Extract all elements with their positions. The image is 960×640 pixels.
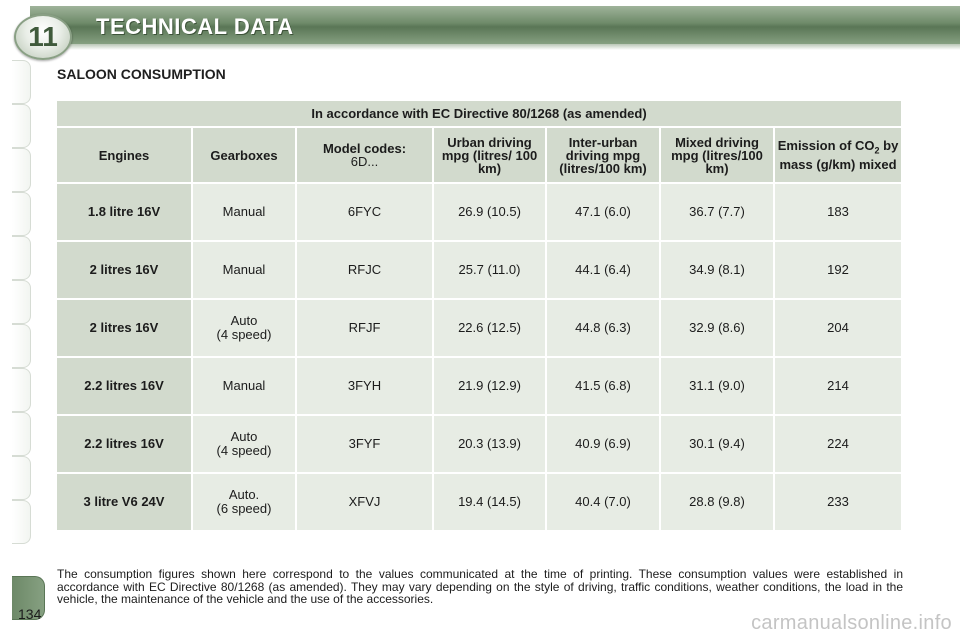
chapter-tab[interactable] — [12, 456, 31, 500]
cell-mixed: 28.8 (9.8) — [661, 474, 773, 530]
cell-model-code: RFJC — [297, 242, 432, 298]
header-model-codes-label: Model codes: — [322, 141, 407, 156]
cell-gearbox-line2: (4 speed) — [216, 327, 272, 342]
header-band — [30, 6, 960, 44]
cell-model-code: 3FYF — [297, 416, 432, 472]
cell-inter-urban: 40.9 (6.9) — [547, 416, 659, 472]
header-mixed: Mixed driving mpg (litres/100 km) — [661, 128, 773, 182]
cell-inter-urban: 41.5 (6.8) — [547, 358, 659, 414]
header-model-codes: Model codes: 6D... — [297, 128, 432, 182]
cell-gearbox: Auto. (6 speed) — [193, 474, 295, 530]
cell-gearbox-line1: Auto. — [228, 487, 260, 502]
consumption-table-wrapper: In accordance with EC Directive 80/1268 … — [57, 99, 903, 532]
cell-model-code: RFJF — [297, 300, 432, 356]
header-emission-label-a: Emission of CO — [777, 138, 875, 154]
cell-gearbox: Auto (4 speed) — [193, 416, 295, 472]
cell-mixed: 34.9 (8.1) — [661, 242, 773, 298]
cell-inter-urban: 44.8 (6.3) — [547, 300, 659, 356]
cell-gearbox-line1: Auto — [230, 313, 258, 328]
cell-engine: 2 litres 16V — [57, 242, 191, 298]
chapter-tab[interactable] — [12, 104, 31, 148]
cell-mixed: 36.7 (7.7) — [661, 184, 773, 240]
cell-gearbox: Manual — [193, 358, 295, 414]
cell-gearbox-line1: Manual — [222, 378, 266, 393]
table-row: 2 litres 16V Manual RFJC 25.7 (11.0) 44.… — [57, 242, 902, 298]
header-emission-label-b: by mass (g/km) mixed — [779, 138, 899, 172]
chapter-title: TECHNICAL DATA — [96, 14, 294, 39]
consumption-table: In accordance with EC Directive 80/1268 … — [55, 99, 903, 532]
chapter-tab[interactable] — [12, 192, 31, 236]
cell-mixed: 30.1 (9.4) — [661, 416, 773, 472]
cell-engine: 2.2 litres 16V — [57, 416, 191, 472]
cell-gearbox-line1: Auto — [230, 429, 258, 444]
cell-gearbox: Manual — [193, 184, 295, 240]
chapter-tab[interactable] — [12, 280, 31, 324]
header-model-codes-prefix: 6D... — [350, 154, 379, 169]
cell-engine: 1.8 litre 16V — [57, 184, 191, 240]
cell-co2: 192 — [775, 242, 902, 298]
table-row: 2 litres 16V Auto (4 speed) RFJF 22.6 (12… — [57, 300, 902, 356]
consumption-footnote: The consumption figures shown here corre… — [57, 567, 903, 606]
cell-engine: 2.2 litres 16V — [57, 358, 191, 414]
cell-gearbox: Manual — [193, 242, 295, 298]
cell-co2: 233 — [775, 474, 902, 530]
header-emission-subscript: 2 — [874, 145, 880, 156]
header-inter-urban: Inter-urban driving mpg (litres/100 km) — [547, 128, 659, 182]
cell-gearbox-line1: Manual — [222, 204, 266, 219]
page-number: 134 — [18, 606, 42, 622]
cell-engine: 3 litre V6 24V — [57, 474, 191, 530]
table-header-row: Engines Gearboxes Model codes: 6D... Urb… — [57, 128, 902, 182]
header-band-shadow — [30, 44, 960, 50]
cell-urban: 22.6 (12.5) — [434, 300, 545, 356]
cell-urban: 25.7 (11.0) — [434, 242, 545, 298]
cell-inter-urban: 47.1 (6.0) — [547, 184, 659, 240]
chapter-tab[interactable] — [12, 368, 31, 412]
cell-co2: 183 — [775, 184, 902, 240]
chapter-number-badge: 11 — [14, 14, 72, 60]
watermark: carmanualsonline.info — [751, 612, 952, 634]
cell-model-code: 3FYH — [297, 358, 432, 414]
table-row: 3 litre V6 24V Auto. (6 speed) XFVJ 19.4 … — [57, 474, 902, 530]
cell-model-code: XFVJ — [297, 474, 432, 530]
chapter-tab[interactable] — [12, 324, 31, 368]
cell-inter-urban: 44.1 (6.4) — [547, 242, 659, 298]
header-gearboxes: Gearboxes — [193, 128, 295, 182]
table-caption: In accordance with EC Directive 80/1268 … — [57, 101, 902, 126]
cell-mixed: 31.1 (9.0) — [661, 358, 773, 414]
chapter-tab[interactable] — [12, 148, 31, 192]
cell-inter-urban: 40.4 (7.0) — [547, 474, 659, 530]
table-row: 1.8 litre 16V Manual 6FYC 26.9 (10.5) 47… — [57, 184, 902, 240]
chapter-tab-strip — [12, 60, 45, 620]
cell-engine: 2 litres 16V — [57, 300, 191, 356]
chapter-tab-active[interactable] — [12, 576, 45, 620]
cell-gearbox-line2: (4 speed) — [216, 443, 272, 458]
cell-gearbox: Auto (4 speed) — [193, 300, 295, 356]
cell-urban: 19.4 (14.5) — [434, 474, 545, 530]
cell-urban: 20.3 (13.9) — [434, 416, 545, 472]
cell-co2: 214 — [775, 358, 902, 414]
cell-co2: 204 — [775, 300, 902, 356]
header-engines: Engines — [57, 128, 191, 182]
cell-urban: 21.9 (12.9) — [434, 358, 545, 414]
chapter-tab[interactable] — [12, 60, 31, 104]
cell-gearbox-line1: Manual — [222, 262, 266, 277]
chapter-tab[interactable] — [12, 236, 31, 280]
section-title: SALOON CONSUMPTION — [57, 66, 226, 82]
cell-mixed: 32.9 (8.6) — [661, 300, 773, 356]
header-urban: Urban driving mpg (litres/ 100 km) — [434, 128, 545, 182]
cell-co2: 224 — [775, 416, 902, 472]
page-header: 11 TECHNICAL DATA — [0, 0, 960, 60]
cell-model-code: 6FYC — [297, 184, 432, 240]
chapter-tab[interactable] — [12, 500, 31, 544]
cell-gearbox-line2: (6 speed) — [216, 501, 272, 516]
table-row: 2.2 litres 16V Auto (4 speed) 3FYF 20.3 (… — [57, 416, 902, 472]
chapter-tab[interactable] — [12, 412, 31, 456]
header-emission: Emission of CO2 by mass (g/km) mixed — [775, 128, 902, 182]
cell-urban: 26.9 (10.5) — [434, 184, 545, 240]
table-row: 2.2 litres 16V Manual 3FYH 21.9 (12.9) 4… — [57, 358, 902, 414]
